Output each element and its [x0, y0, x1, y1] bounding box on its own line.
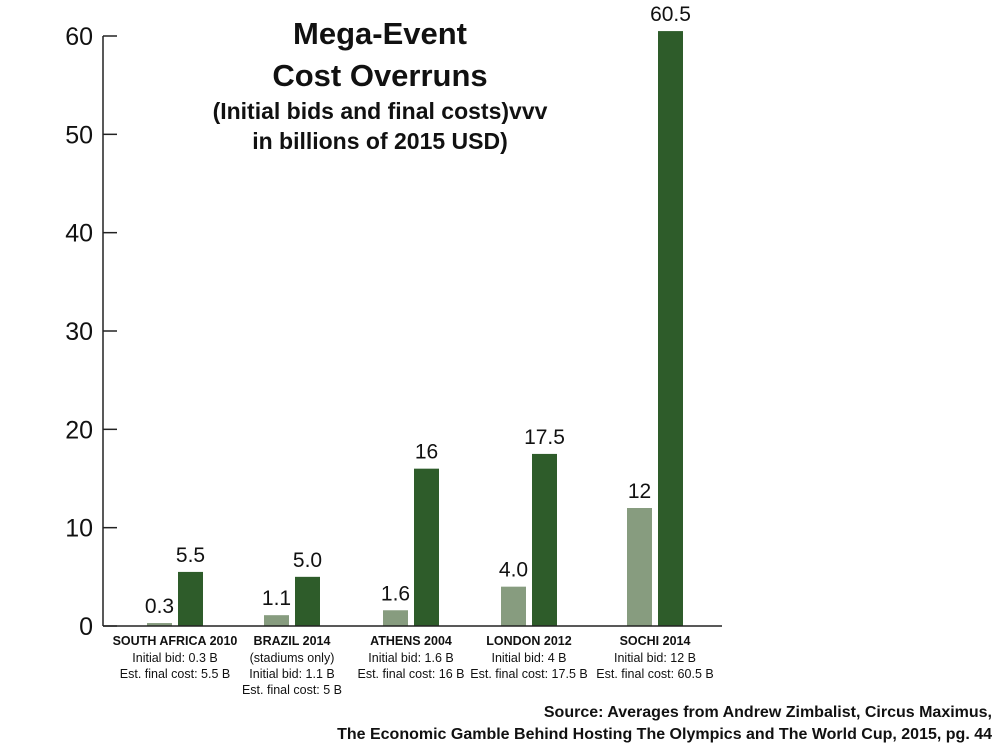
bar-initial-bid — [264, 615, 289, 626]
category-detail: (stadiums only) — [250, 651, 335, 665]
category-detail: Initial bid: 1.6 B — [368, 651, 453, 665]
bar-initial-bid — [383, 610, 408, 626]
bar-final-cost — [414, 468, 439, 626]
category-name: LONDON 2012 — [486, 634, 571, 648]
bar-initial-bid — [627, 508, 652, 626]
bar-final-cost — [658, 31, 683, 627]
category-name: ATHENS 2004 — [370, 634, 452, 648]
value-label-final: 5.5 — [176, 544, 205, 567]
value-label-final: 16 — [415, 441, 438, 464]
bar-final-cost — [532, 453, 557, 626]
y-tick-label: 40 — [65, 220, 93, 248]
value-label-initial: 1.1 — [262, 587, 291, 610]
bar-initial-bid — [147, 623, 172, 626]
category-detail: Est. final cost: 16 B — [358, 667, 465, 681]
y-tick-label: 60 — [65, 23, 93, 51]
chart-subtitle-line-1: (Initial bids and final costs)vvv — [212, 98, 548, 124]
bars — [147, 31, 683, 627]
category-detail: Est. final cost: 5 B — [242, 683, 342, 697]
y-tick-label: 20 — [65, 416, 93, 444]
chart-subtitle-line-2: in billions of 2015 USD) — [252, 128, 508, 154]
bar-final-cost — [178, 571, 203, 626]
value-label-final: 17.5 — [524, 426, 565, 449]
chart-title-line-2: Cost Overruns — [272, 58, 488, 93]
value-label-initial: 1.6 — [381, 582, 410, 605]
value-labels: 0.3 5.5 1.15.0 1.6 16 4.0 17.5 12 60.5 — [145, 3, 691, 618]
category-name: BRAZIL 2014 — [254, 634, 331, 648]
category-name: SOUTH AFRICA 2010 — [113, 634, 238, 648]
category-labels: SOUTH AFRICA 2010 Initial bid: 0.3 B Est. … — [113, 634, 714, 697]
category-name: SOCHI 2014 — [620, 634, 691, 648]
category-detail: Initial bid: 1.1 B — [249, 667, 334, 681]
y-tick-label: 0 — [79, 613, 93, 641]
category-detail: Est. final cost: 17.5 B — [470, 667, 587, 681]
y-tick-label: 10 — [65, 515, 93, 543]
bar-initial-bid — [501, 586, 526, 626]
category-detail: Initial bid: 12 B — [614, 651, 696, 665]
category-detail: Initial bid: 4 B — [491, 651, 566, 665]
value-label-initial: 12 — [628, 480, 651, 503]
source-line-2: The Economic Gamble Behind Hosting The O… — [337, 726, 992, 743]
category-detail: Est. final cost: 5.5 B — [120, 667, 230, 681]
value-label-initial: 4.0 — [499, 559, 528, 582]
y-tick-label: 30 — [65, 318, 93, 346]
y-tick-label: 50 — [65, 121, 93, 149]
bar-final-cost — [295, 576, 320, 626]
value-label-initial: 0.3 — [145, 595, 174, 618]
source-line-1: Source: Averages from Andrew Zimbalist, … — [543, 704, 992, 721]
y-axis: 0 10 20 30 40 50 60 — [65, 23, 117, 641]
chart-title-line-1: Mega-Event — [293, 16, 467, 51]
category-detail: Initial bid: 0.3 B — [132, 651, 217, 665]
category-detail: Est. final cost: 60.5 B — [596, 667, 713, 681]
value-label-final: 5.0 — [293, 549, 322, 572]
value-label-final: 60.5 — [650, 3, 691, 26]
